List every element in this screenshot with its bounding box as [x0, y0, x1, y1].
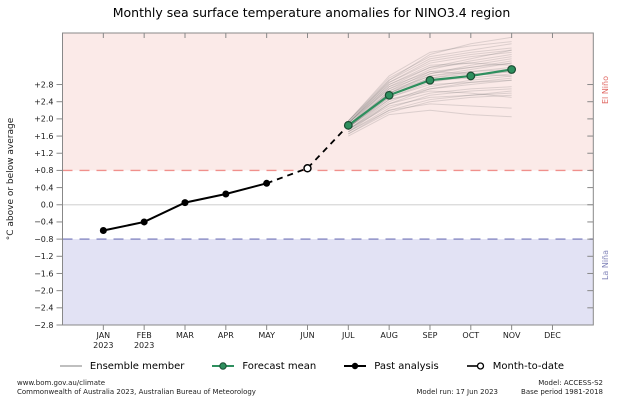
footer-url: www.bom.gov.au/climate — [17, 379, 106, 387]
footer: www.bom.gov.au/climate Commonwealth of A… — [0, 378, 623, 400]
y-tick-label: −2.4 — [34, 304, 53, 313]
x-tick-label: DEC — [544, 331, 561, 340]
legend-label: Past analysis — [374, 360, 439, 372]
y-tick-label: −1.6 — [34, 269, 53, 278]
forecast-mean-point — [343, 120, 353, 130]
legend-item-ensemble: Ensemble member — [59, 361, 184, 372]
footer-right: Model: ACCESS-S2 Base period 1981-2018 — [521, 379, 603, 396]
el-nino-region — [62, 33, 594, 171]
y-tick-label: 0.0 — [41, 201, 54, 210]
footer-base-period: Base period 1981-2018 — [521, 387, 603, 396]
y-tick-label: +2.8 — [34, 80, 53, 89]
forecast-mean-point — [425, 75, 435, 85]
forecast-mean-line — [343, 65, 517, 130]
footer-left: www.bom.gov.au/climate Commonwealth of A… — [17, 379, 256, 396]
x-tick-label: MAY — [258, 331, 275, 340]
ensemble-member-line — [347, 62, 512, 128]
y-tick-label: −0.4 — [34, 218, 53, 227]
ensemble-member-line — [347, 56, 512, 124]
la-nina-region — [62, 239, 594, 325]
ensemble-member-line — [348, 90, 512, 135]
forecast-mean-icon — [212, 362, 235, 370]
la-nina-label: La Niña — [601, 250, 610, 280]
footer-model-run: Model run: 17 Jun 2023 — [416, 387, 498, 396]
x-tick-label: MAR — [176, 331, 194, 340]
y-tick-label: +0.4 — [34, 183, 53, 192]
y-axis-title: °C above or below average — [6, 117, 16, 240]
footer-copyright: Commonwealth of Australia 2023, Australi… — [17, 387, 256, 396]
chart-title: Monthly sea surface temperature anomalie… — [112, 5, 511, 20]
x-tick-label: FEB — [137, 331, 152, 340]
x-tick-label: AUG — [380, 331, 398, 340]
ensemble-member-line — [347, 36, 512, 124]
ensemble-member-line — [347, 62, 512, 124]
y-tick-label: −1.2 — [34, 252, 53, 261]
ensemble-member-line — [347, 49, 512, 126]
y-tick-label: +1.2 — [34, 149, 53, 158]
ensemble-member-line — [348, 94, 512, 135]
month-to-date-connector — [266, 124, 349, 185]
x-tick-label: JUL — [341, 331, 355, 340]
ensemble-member-line — [348, 75, 512, 131]
past-analysis-point — [181, 199, 189, 207]
x-tick-label: APR — [218, 331, 234, 340]
past-analysis-point — [263, 179, 271, 187]
ensemble-member-line — [347, 60, 512, 126]
ensemble-member-line — [348, 79, 512, 128]
legend: Ensemble member Forecast mean Past analy… — [0, 357, 623, 375]
x-tick-label: NOV — [503, 331, 521, 340]
x-tick-label: JUN — [299, 331, 314, 340]
el-nino-label: El Niño — [601, 76, 610, 104]
ensemble-member-line — [348, 92, 512, 131]
y-tick-label: −2.8 — [34, 321, 53, 330]
ensemble-member-line — [347, 43, 512, 122]
ensemble-member-line — [348, 77, 512, 131]
y-tick-label: +2.0 — [34, 115, 53, 124]
x-tick-label: JAN — [95, 331, 110, 340]
legend-label: Forecast mean — [242, 360, 317, 372]
legend-item-mtd: Month-to-date — [466, 361, 564, 372]
ensemble-member-line — [347, 41, 512, 122]
legend-label: Month-to-date — [492, 360, 565, 372]
ensemble-member-line — [347, 51, 512, 124]
month-to-date-marker — [303, 164, 312, 173]
legend-item-past: Past analysis — [343, 361, 439, 372]
ensemble-member-line — [347, 47, 512, 122]
ensemble-member-line — [348, 90, 512, 131]
y-axis: +2.8 +2.4 +2.0 +1.6 +1.2 +0.8 +0.4 0.0 −0.4 −0.8 −… — [34, 80, 594, 330]
past-analysis-point — [222, 190, 230, 198]
y-tick-label: +2.4 — [34, 98, 53, 107]
y-tick-label: +1.6 — [34, 132, 53, 141]
legend-item-forecast: Forecast mean — [211, 361, 316, 372]
forecast-mean-point — [507, 65, 517, 74]
y-tick-label: +0.8 — [34, 166, 53, 175]
past-analysis-icon — [344, 362, 367, 370]
ensemble-member-line — [347, 49, 512, 122]
ensemble-member-line — [348, 86, 512, 133]
plot-border — [62, 32, 594, 326]
ensemble-member-line — [348, 109, 512, 137]
ensemble-member-line — [348, 103, 512, 133]
past-analysis-point — [140, 218, 148, 226]
footer-model-name: Model: ACCESS-S2 — [538, 379, 603, 387]
x-tick-label: SEP — [422, 331, 437, 340]
ensemble-line-icon — [59, 365, 82, 367]
past-analysis-point — [99, 227, 107, 235]
forecast-mean-point — [384, 90, 394, 100]
ensemble-member-line — [347, 53, 512, 124]
x-tick-year-label: 2023 — [93, 341, 113, 350]
month-to-date-icon — [466, 362, 484, 370]
y-tick-label: −2.0 — [34, 286, 53, 295]
x-tick-year-label: 2023 — [134, 341, 154, 350]
ensemble-member-line — [348, 88, 512, 133]
x-tick-label: OCT — [462, 331, 479, 340]
y-tick-label: −0.8 — [34, 235, 53, 244]
legend-label: Ensemble member — [89, 360, 185, 372]
past-analysis-line — [99, 179, 271, 235]
forecast-mean-point — [466, 71, 476, 81]
